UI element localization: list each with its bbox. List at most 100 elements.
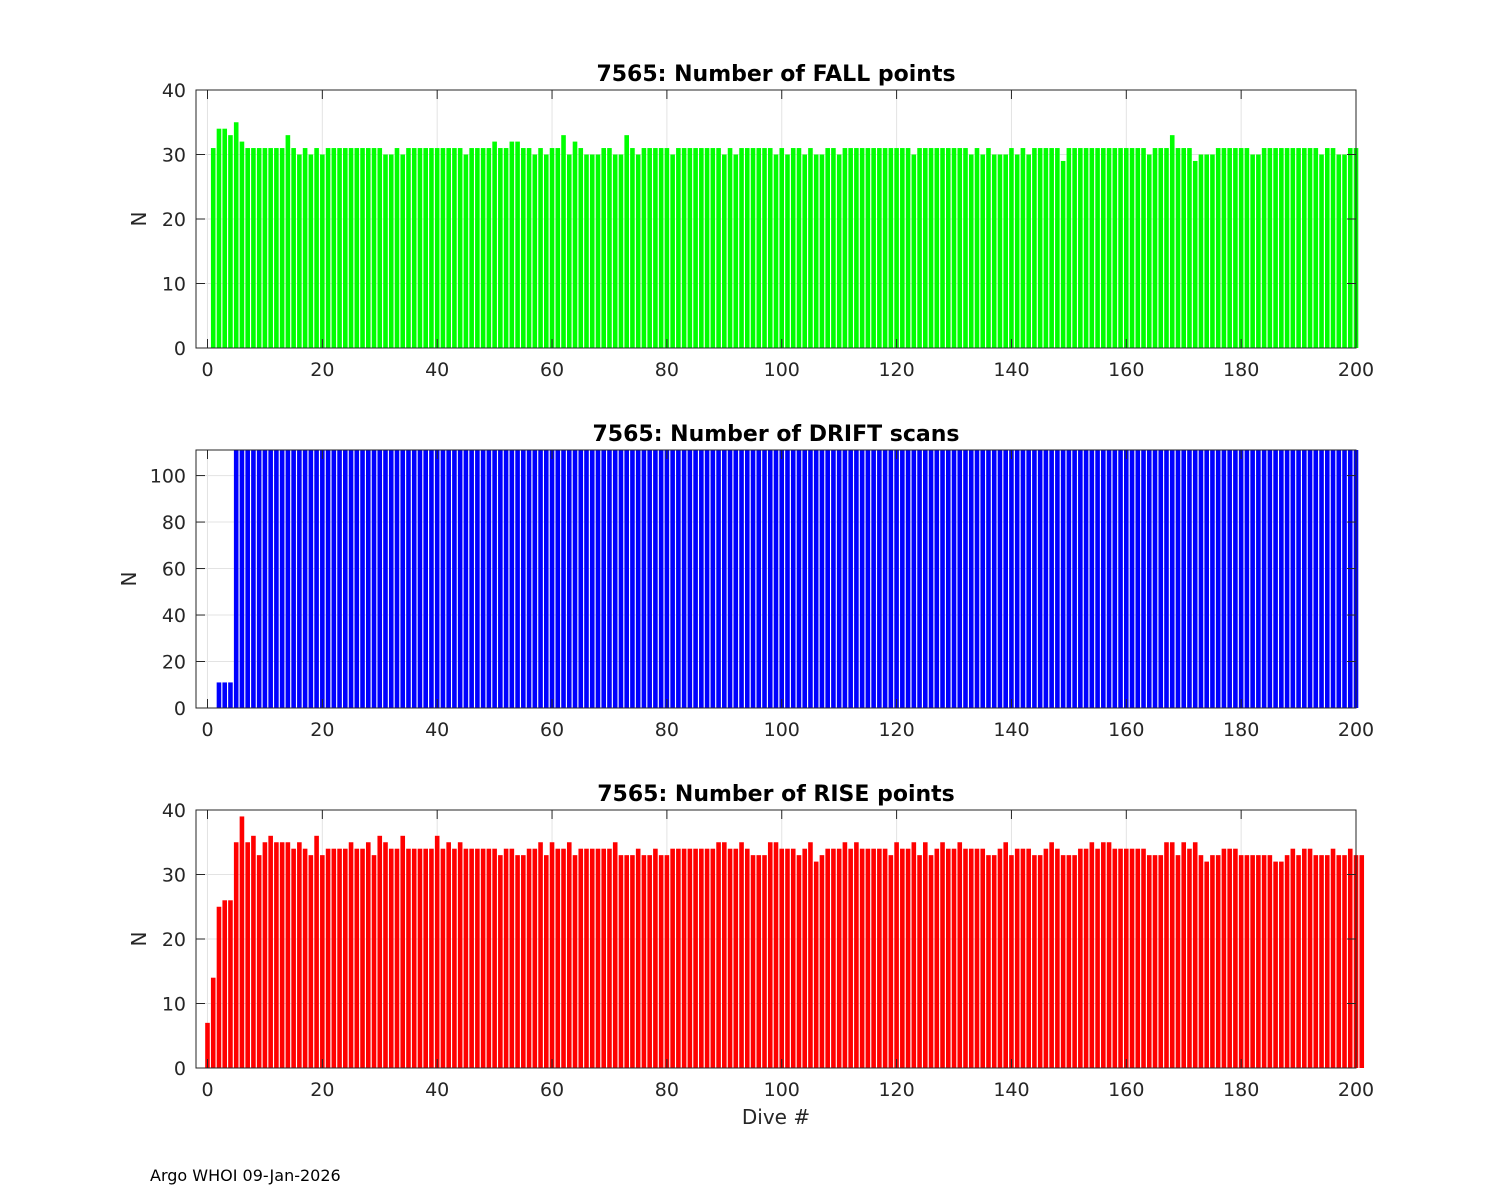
bar [1009, 855, 1014, 1068]
bar [1135, 450, 1141, 708]
bar [842, 842, 848, 1068]
bar [785, 450, 790, 708]
bar [1221, 450, 1227, 708]
bar [945, 148, 951, 348]
bar [704, 450, 710, 708]
bar [463, 450, 469, 708]
bar [928, 148, 934, 348]
bar [1083, 450, 1089, 708]
bar [475, 148, 480, 348]
bar [595, 450, 601, 708]
bar [986, 450, 991, 708]
bar [917, 148, 922, 348]
bar [635, 154, 641, 348]
bar [549, 148, 555, 348]
bar [1302, 848, 1307, 1068]
bar [1324, 450, 1330, 708]
bar [831, 450, 836, 708]
bar [274, 842, 279, 1068]
bar [239, 141, 245, 348]
bar [538, 842, 543, 1068]
bar [486, 450, 492, 708]
bar [1347, 148, 1353, 348]
bar [521, 148, 526, 348]
bar [635, 848, 641, 1068]
bar [1037, 148, 1043, 348]
rise-points-chart: 0 20 40 60 80 100 120 140 160 180 200 0 10 20 30 40 756… [127, 782, 1374, 1129]
bar [297, 842, 302, 1068]
bar [354, 450, 360, 708]
bar [509, 141, 515, 348]
bar [888, 450, 894, 708]
bar [1066, 855, 1072, 1068]
bar [1198, 450, 1204, 708]
bar [790, 848, 796, 1068]
bar [1261, 855, 1267, 1068]
y-tick-label: 40 [162, 80, 186, 102]
bar [1244, 450, 1250, 708]
bar [945, 848, 951, 1068]
y-tick-label: 20 [162, 209, 186, 231]
bar [498, 148, 503, 348]
bar [1095, 148, 1100, 348]
y-tick-label: 30 [162, 865, 186, 887]
bar [406, 148, 411, 348]
bar [744, 848, 750, 1068]
bar [325, 148, 331, 348]
drift-scans-chart: 0 20 40 60 80 100 120 140 160 180 200020406080100 … [117, 422, 1374, 741]
bar [905, 450, 911, 708]
bar [1342, 154, 1347, 348]
bar [1273, 148, 1278, 348]
bar [848, 148, 853, 348]
bar [687, 450, 693, 708]
bar [325, 848, 331, 1068]
bar [1238, 148, 1244, 348]
bar [411, 450, 417, 708]
bar [417, 148, 423, 348]
bar [549, 450, 555, 708]
bar [371, 450, 377, 708]
bar [773, 450, 779, 708]
bar [509, 450, 515, 708]
bar [854, 148, 859, 348]
bar [727, 450, 733, 708]
bar [383, 154, 388, 348]
bar [228, 900, 233, 1068]
bar [446, 450, 451, 708]
bar [773, 154, 779, 348]
bar [991, 450, 997, 708]
bar [750, 855, 756, 1068]
bar [561, 450, 566, 708]
bar [802, 154, 808, 348]
bar [308, 855, 314, 1068]
y-tick-label: 60 [162, 559, 186, 581]
x-tick-label: 140 [993, 359, 1029, 381]
bar [974, 450, 980, 708]
bar [291, 148, 296, 348]
x-axis-label: Dive # [742, 1105, 810, 1129]
bar [297, 450, 302, 708]
bar [733, 848, 739, 1068]
bar [555, 450, 561, 708]
bar [630, 855, 635, 1068]
bar [624, 450, 629, 708]
bar [302, 148, 308, 348]
bar [1204, 154, 1209, 348]
bar [515, 141, 520, 348]
bar [285, 450, 291, 708]
bar [951, 848, 957, 1068]
bar [968, 154, 974, 348]
bar [1284, 148, 1290, 348]
bar [779, 450, 785, 708]
bar [1238, 450, 1244, 708]
bar [877, 148, 882, 348]
bar [1204, 450, 1209, 708]
bar [1284, 855, 1290, 1068]
bar [578, 450, 584, 708]
bar [561, 848, 566, 1068]
bar [503, 450, 509, 708]
bar [337, 148, 342, 348]
bar [210, 148, 216, 348]
bar [762, 148, 767, 348]
bar [1279, 861, 1284, 1068]
